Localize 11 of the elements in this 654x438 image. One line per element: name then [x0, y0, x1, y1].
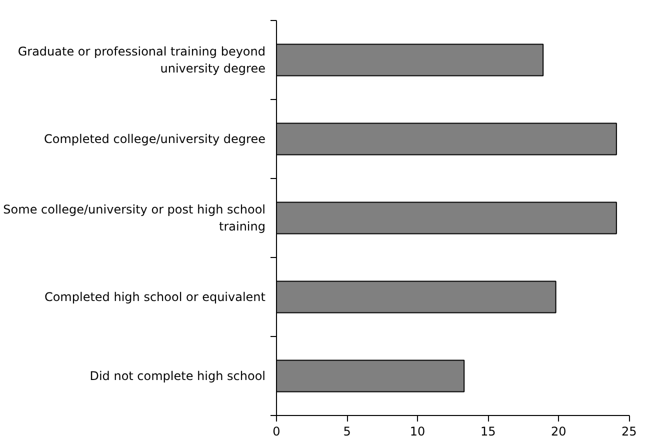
x-tick-label: 20	[550, 424, 566, 438]
x-tick-label: 10	[410, 424, 426, 438]
x-tick-label: 25	[622, 424, 637, 438]
y-tick-label: Did not complete high school	[90, 369, 266, 383]
y-tick-label: Completed high school or equivalent	[44, 290, 266, 304]
x-tick-label: 15	[480, 424, 496, 438]
y-tick-label: Graduate or professional training beyond university degree	[18, 44, 266, 76]
y-tick-label: Completed college/university degree	[44, 132, 266, 146]
y-tick-label: Some college/university or post high school training	[3, 202, 266, 234]
x-tick-label: 0	[272, 424, 280, 438]
x-tick-label: 5	[343, 424, 351, 438]
